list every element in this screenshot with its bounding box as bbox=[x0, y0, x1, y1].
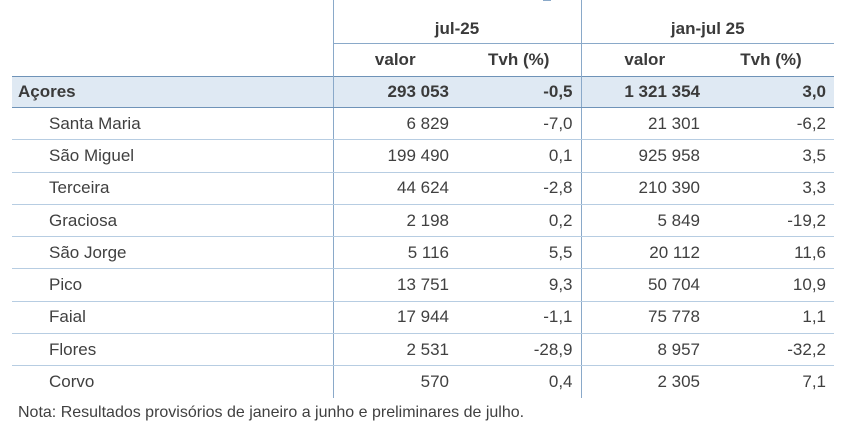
row-jul-tvh: 9,3 bbox=[457, 268, 581, 302]
row-jul-tvh: 5,5 bbox=[457, 236, 581, 270]
total-jul-tvh: -0,5 bbox=[457, 76, 581, 108]
row-jul-valor: 17 944 bbox=[332, 301, 457, 335]
header-blank-cell bbox=[12, 0, 333, 44]
row-ytd-tvh: 7,1 bbox=[802, 372, 826, 392]
row-ytd-valor: 210 390 bbox=[580, 172, 708, 205]
header-column-row: valor Tvh (%) valor Tvh (%) bbox=[12, 43, 834, 77]
row-label: Santa Maria bbox=[12, 107, 333, 141]
statistics-table: jul-25 jan-jul 25 valor Tvh (%) valor Tv… bbox=[12, 0, 834, 398]
row-ytd-tvh: -19,2 bbox=[708, 204, 834, 238]
statistics-table-container: jul-25 jan-jul 25 valor Tvh (%) valor Tv… bbox=[12, 0, 834, 398]
row-label: Graciosa bbox=[12, 204, 333, 238]
row-ytd-valor: 5 849 bbox=[580, 204, 708, 238]
row-jul-valor: 13 751 bbox=[332, 268, 457, 302]
header-group-row: jul-25 jan-jul 25 bbox=[12, 0, 834, 44]
header-ytd-valor: valor bbox=[580, 43, 708, 77]
total-row: Açores 293 053 -0,5 1 321 354 3,0 bbox=[12, 76, 834, 108]
row-jul-valor: 5 116 bbox=[332, 236, 457, 270]
row-jul-tvh: 0,1 bbox=[457, 139, 581, 173]
row-label: Pico bbox=[12, 268, 333, 302]
row-ytd-tvh: -32,2 bbox=[708, 333, 834, 367]
header-blank-cell bbox=[12, 44, 333, 77]
footnote: Nota: Resultados provisórios de janeiro … bbox=[18, 404, 525, 421]
table-row: Santa Maria 6 829 -7,0 21 301 -6,2 bbox=[12, 107, 834, 141]
row-ytd-tvh: 11,6 bbox=[708, 236, 834, 270]
row-ytd-valor: 925 958 bbox=[580, 139, 708, 173]
header-ytd-tvh: Tvh (%) bbox=[740, 50, 802, 69]
row-label: São Miguel bbox=[12, 139, 333, 173]
table-row: Corvo 570 0,4 2 305 7,1 bbox=[12, 365, 834, 398]
row-jul-tvh: -2,8 bbox=[457, 172, 581, 205]
row-ytd-valor: 21 301 bbox=[580, 107, 708, 141]
total-label: Açores bbox=[12, 76, 333, 108]
row-label: Faial bbox=[12, 301, 333, 335]
row-jul-valor: 2 198 bbox=[332, 204, 457, 238]
row-label: Flores bbox=[12, 333, 333, 367]
row-jul-valor: 6 829 bbox=[332, 107, 457, 141]
row-ytd-tvh: 3,5 bbox=[708, 139, 834, 173]
table-row: Flores 2 531 -28,9 8 957 -32,2 bbox=[12, 333, 834, 367]
header-group-jan-jul: jan-jul 25 bbox=[580, 0, 834, 44]
row-label: São Jorge bbox=[12, 236, 333, 270]
row-ytd-valor: 20 112 bbox=[580, 236, 708, 270]
total-jul-valor: 293 053 bbox=[332, 76, 457, 108]
row-ytd-valor: 50 704 bbox=[580, 268, 708, 302]
header-jul-tvh: Tvh (%) bbox=[488, 50, 550, 69]
row-label: Corvo bbox=[49, 372, 95, 392]
row-jul-tvh: 0,4 bbox=[548, 372, 573, 392]
table-row: Pico 13 751 9,3 50 704 10,9 bbox=[12, 268, 834, 302]
row-jul-valor: 44 624 bbox=[332, 172, 457, 205]
row-ytd-valor: 2 305 bbox=[580, 365, 708, 398]
row-jul-tvh: -28,9 bbox=[457, 333, 581, 367]
row-jul-valor: 2 531 bbox=[332, 333, 457, 367]
header-group-jul: jul-25 bbox=[332, 0, 581, 44]
row-ytd-valor: 8 957 bbox=[580, 333, 708, 367]
header-jul-valor: valor bbox=[332, 43, 457, 77]
row-label: Terceira bbox=[12, 172, 333, 205]
row-jul-tvh: -1,1 bbox=[457, 301, 581, 335]
total-ytd-tvh: 3,0 bbox=[708, 76, 834, 108]
row-ytd-tvh: 1,1 bbox=[708, 301, 834, 335]
table-row: São Jorge 5 116 5,5 20 112 11,6 bbox=[12, 236, 834, 270]
row-ytd-tvh: -6,2 bbox=[708, 107, 834, 141]
table-row: São Miguel 199 490 0,1 925 958 3,5 bbox=[12, 139, 834, 173]
table-row: Terceira 44 624 -2,8 210 390 3,3 bbox=[12, 172, 834, 205]
total-ytd-valor: 1 321 354 bbox=[580, 76, 708, 108]
row-jul-valor: 570 bbox=[332, 365, 457, 398]
row-ytd-tvh: 10,9 bbox=[708, 268, 834, 302]
row-ytd-valor: 75 778 bbox=[580, 301, 708, 335]
table-row: Graciosa 2 198 0,2 5 849 -19,2 bbox=[12, 204, 834, 238]
row-jul-tvh: 0,2 bbox=[457, 204, 581, 238]
row-jul-tvh: -7,0 bbox=[457, 107, 581, 141]
table-row: Faial 17 944 -1,1 75 778 1,1 bbox=[12, 301, 834, 335]
row-ytd-tvh: 3,3 bbox=[708, 172, 834, 205]
row-jul-valor: 199 490 bbox=[332, 139, 457, 173]
